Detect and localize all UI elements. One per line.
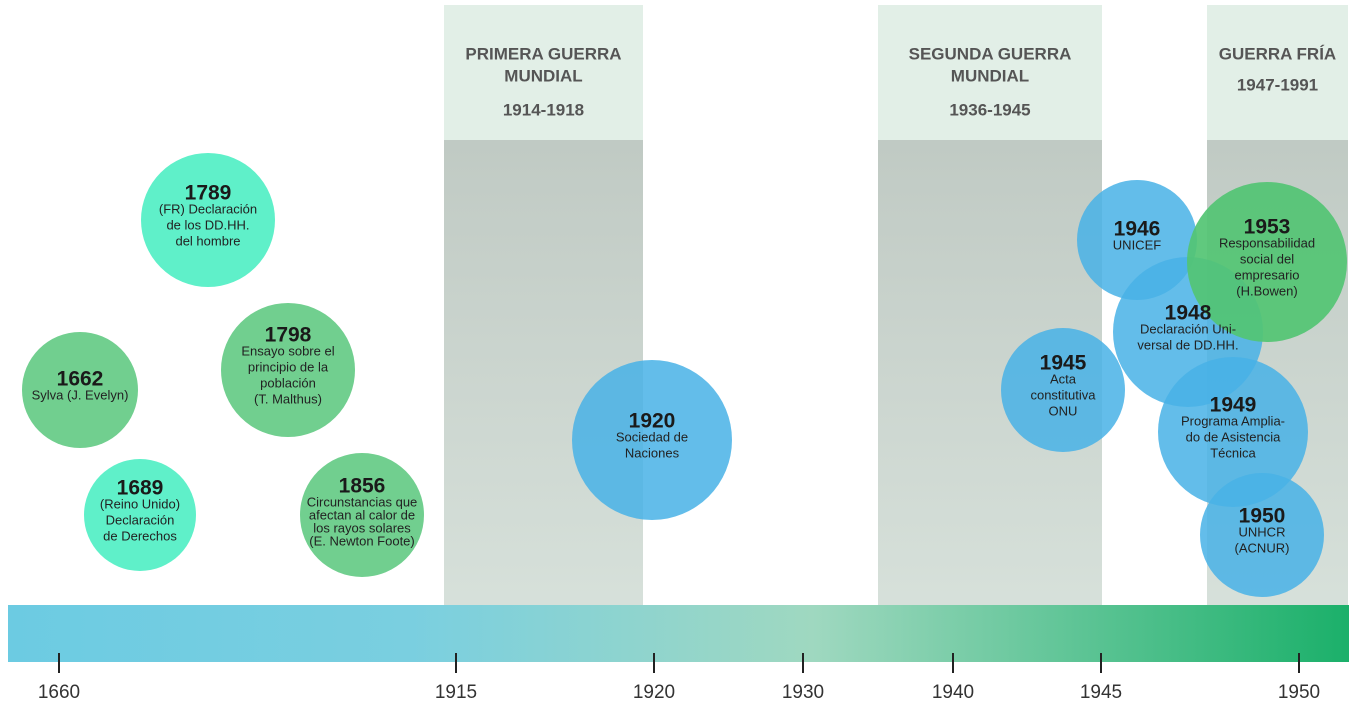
period-title: GUERRA FRÍA [1219, 44, 1336, 63]
event-text: social del [1240, 251, 1294, 266]
axis-label: 1945 [1080, 682, 1122, 703]
axis-label: 1940 [932, 682, 974, 703]
event-text: Acta [1050, 371, 1077, 386]
period-years: 1936-1945 [949, 100, 1030, 119]
event-text: Programa Amplia- [1181, 413, 1285, 428]
period-title: SEGUNDA GUERRA [909, 44, 1072, 63]
event-text: Declaración [106, 512, 175, 527]
axis-label: 1660 [38, 682, 80, 703]
period-title: PRIMERA GUERRA [465, 44, 621, 63]
timeline: PRIMERA GUERRA MUNDIAL 1914-1918 SEGUNDA GU… [0, 0, 1357, 708]
event-text: empresario [1234, 267, 1299, 282]
event-text: (Reino Unido) [100, 496, 180, 511]
period-header [1207, 5, 1348, 140]
axis-label: 1915 [435, 682, 477, 703]
event-text: Ensayo sobre el [241, 343, 334, 358]
axis-label: 1950 [1278, 682, 1320, 703]
period-years: 1947-1991 [1237, 75, 1318, 94]
period-title: MUNDIAL [504, 66, 582, 85]
event-text: Naciones [625, 445, 680, 460]
timeline-bar [8, 605, 1349, 662]
event-text: principio de la [248, 359, 329, 374]
event-text: Técnica [1210, 445, 1256, 460]
axis-label: 1920 [633, 682, 675, 703]
event-text: (ACNUR) [1235, 540, 1290, 555]
event-text: UNICEF [1113, 237, 1161, 252]
event-text: (FR) Declaración [159, 201, 257, 216]
event-text: Declaración Uni- [1140, 321, 1236, 336]
event-text: constitutiva [1030, 387, 1096, 402]
event-text: población [260, 375, 316, 390]
event-text: ONU [1049, 403, 1078, 418]
event-text: Responsabilidad [1219, 235, 1315, 250]
axis-label: 1930 [782, 682, 824, 703]
period-title: MUNDIAL [951, 66, 1029, 85]
event-text: (E. Newton Foote) [309, 533, 415, 548]
event-text: do de Asistencia [1186, 429, 1281, 444]
event-text: UNHCR [1239, 524, 1286, 539]
event-text: (H.Bowen) [1236, 283, 1297, 298]
period-years: 1914-1918 [503, 100, 584, 119]
event-text: Sylva (J. Evelyn) [32, 387, 129, 402]
event-text: de los DD.HH. [166, 217, 249, 232]
event-text: de Derechos [103, 528, 177, 543]
event-text: Sociedad de [616, 429, 688, 444]
event-text: del hombre [175, 233, 240, 248]
event-text: (T. Malthus) [254, 391, 322, 406]
event-text: versal de DD.HH. [1137, 337, 1238, 352]
